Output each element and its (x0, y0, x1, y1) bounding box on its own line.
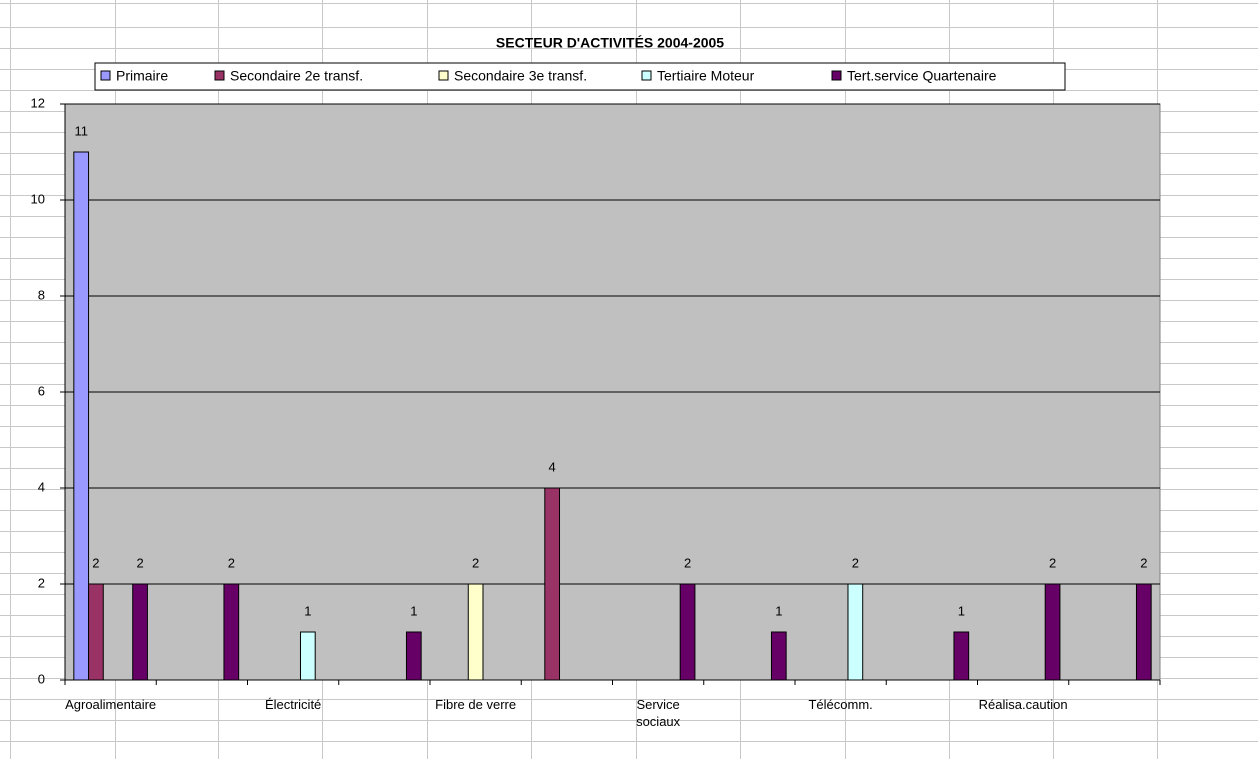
x-tick-label: Réalisa.caution (978, 697, 1068, 712)
y-tick-label: 6 (38, 383, 45, 398)
bar (1044, 583, 1061, 681)
legend-label: Tertiaire Moteur (657, 68, 755, 84)
x-tick-label: Fibre de verre (435, 697, 517, 712)
data-label: 2 (684, 555, 691, 570)
legend-label: Tert.service Quartenaire (847, 68, 997, 84)
data-label: 2 (852, 555, 859, 570)
bar (544, 487, 561, 681)
data-label: 1 (410, 603, 417, 618)
legend-swatch (214, 70, 225, 81)
bar (679, 583, 696, 681)
bar (953, 631, 970, 681)
data-label: 2 (1049, 555, 1056, 570)
legend-box (94, 62, 1066, 91)
data-label: 11 (74, 123, 88, 138)
x-tick-label: Agroalimentaire (65, 697, 157, 712)
y-tick-label: 0 (38, 671, 45, 686)
data-label: 2 (228, 555, 235, 570)
bar (847, 583, 864, 681)
y-tick-label: 12 (31, 95, 45, 110)
chart-title: SECTEUR D'ACTIVITÉS 2004-2005 (496, 35, 724, 51)
bar (299, 631, 316, 681)
legend-swatch (641, 70, 652, 81)
data-label: 1 (304, 603, 311, 618)
bar (467, 583, 484, 681)
bar (223, 583, 240, 681)
y-tick-label: 10 (31, 191, 45, 206)
x-tick-label: Service sociaux (636, 697, 681, 729)
legend-label: Primaire (116, 68, 168, 84)
data-label: 1 (958, 603, 965, 618)
x-tick-label: Télécomm. (808, 697, 873, 712)
y-tick-label: 2 (38, 575, 45, 590)
data-label: 2 (136, 555, 143, 570)
data-label: 2 (92, 555, 99, 570)
legend-swatch (831, 70, 842, 81)
legend-swatch (438, 70, 449, 81)
legend-label: Secondaire 2e transf. (230, 68, 363, 84)
data-label: 2 (1140, 555, 1147, 570)
bar (405, 631, 422, 681)
data-label: 1 (775, 603, 782, 618)
data-label: 2 (472, 555, 479, 570)
legend-label: Secondaire 3e transf. (454, 68, 587, 84)
y-tick-label: 4 (38, 479, 45, 494)
x-tick-label: Électricité (264, 697, 322, 712)
bar (1135, 583, 1152, 681)
bar (73, 151, 90, 681)
bar (88, 583, 104, 681)
bar (770, 631, 787, 681)
data-label: 4 (549, 459, 556, 474)
y-tick-label: 8 (38, 287, 45, 302)
bar (132, 583, 148, 681)
legend-swatch (100, 70, 111, 81)
